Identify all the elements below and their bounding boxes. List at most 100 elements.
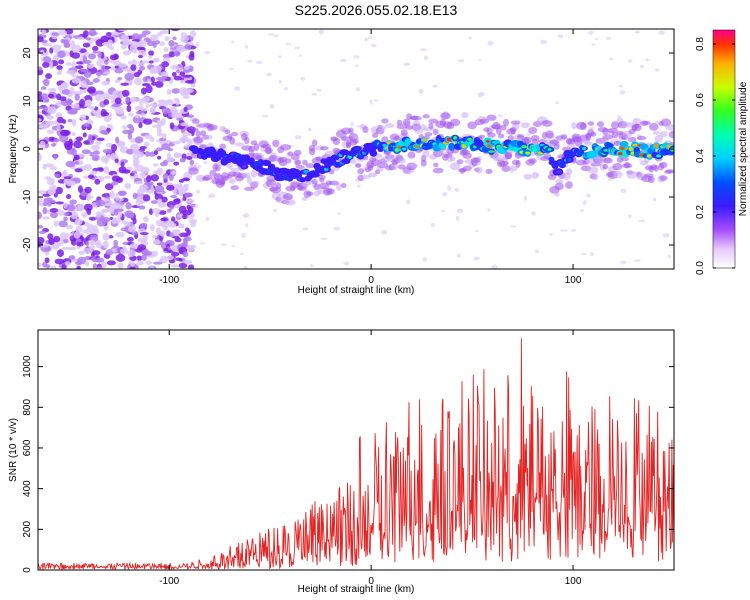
noise-blob (49, 208, 59, 213)
ridge-halo (485, 168, 493, 174)
noise-blob (156, 32, 163, 37)
ridge-halo (653, 164, 659, 172)
ridge-halo (432, 128, 439, 136)
noise-blob (208, 194, 212, 199)
noise-blob (430, 222, 436, 228)
noise-blob (71, 74, 78, 78)
noise-blob (71, 118, 77, 127)
ridge-halo (433, 162, 439, 168)
noise-blob (618, 84, 623, 88)
noise-blob (110, 143, 118, 152)
noise-blob (442, 191, 448, 197)
ridge-core (588, 151, 598, 158)
ridge-halo (340, 182, 347, 189)
ridge-halo (589, 131, 597, 137)
noise-blob (101, 65, 106, 73)
ridge-halo (298, 186, 307, 191)
noise-blob (285, 42, 292, 46)
noise-blob (150, 250, 159, 257)
ridge-halo (422, 149, 430, 158)
noise-blob (117, 262, 124, 269)
snr-x-ticks: -100 0 100 (159, 330, 582, 587)
ridge-halo (219, 143, 226, 149)
noise-blob (298, 54, 302, 57)
noise-blob (136, 255, 143, 261)
noise-blob (51, 44, 62, 51)
ridge-peak (670, 147, 674, 152)
noise-blob (182, 239, 188, 247)
ridge-halo (224, 129, 231, 135)
ridge-halo (352, 139, 359, 144)
ridge-core (576, 149, 585, 156)
noise-blob (166, 208, 172, 213)
noise-blob (124, 183, 132, 190)
noise-blob (46, 115, 54, 120)
noise-blob (134, 136, 144, 144)
noise-blob (356, 184, 361, 188)
noise-blob (619, 260, 627, 265)
noise-blob (75, 225, 83, 233)
ridge-halo (272, 139, 280, 148)
noise-blob (182, 251, 189, 258)
noise-blob (137, 151, 145, 158)
noise-blob (273, 34, 279, 38)
ridge-halo (311, 178, 318, 185)
noise-blob (173, 204, 181, 209)
ridge-halo (328, 180, 340, 186)
noise-blob (127, 60, 132, 65)
noise-blob (150, 76, 155, 83)
noise-blob (122, 125, 127, 130)
noise-blob (128, 112, 134, 117)
noise-blob (627, 59, 633, 63)
noise-blob (170, 29, 180, 32)
noise-blob (422, 257, 427, 262)
noise-blob (137, 61, 145, 68)
ridge-peak (559, 163, 566, 167)
y-tick-label: 1000 (22, 355, 33, 378)
noise-blob (620, 188, 627, 194)
noise-blob (180, 122, 189, 127)
noise-blob (149, 106, 157, 114)
noise-blob (88, 105, 96, 110)
noise-blob (103, 99, 110, 106)
noise-blob (51, 143, 56, 147)
noise-blob (102, 240, 110, 249)
noise-blob (634, 30, 641, 34)
noise-blob (540, 39, 548, 45)
ridge-halo (498, 160, 509, 167)
noise-blob (91, 154, 100, 162)
noise-blob (55, 186, 63, 195)
noise-blob (95, 211, 102, 218)
noise-blob (84, 261, 90, 267)
noise-blob (432, 84, 439, 88)
noise-blob (42, 106, 49, 111)
noise-blob (38, 211, 43, 220)
ridge-halo (602, 157, 613, 164)
noise-blob (531, 211, 536, 216)
noise-blob (89, 239, 96, 246)
noise-blob (194, 204, 199, 209)
ridge-halo (213, 173, 222, 181)
noise-blob (157, 99, 167, 104)
x-tick-label: 0 (368, 275, 374, 286)
noise-blob (113, 208, 119, 216)
noise-blob (85, 241, 90, 246)
noise-blob (115, 177, 124, 183)
noise-blob (113, 239, 119, 248)
ridge-halo (253, 143, 260, 151)
ridge-halo (652, 130, 660, 135)
noise-blob (85, 99, 93, 106)
noise-blob (594, 37, 599, 40)
noise-blob (184, 44, 192, 50)
ridge-halo (195, 130, 201, 139)
ridge-halo (255, 154, 263, 161)
noise-blob (69, 40, 76, 49)
ridge-halo (368, 172, 378, 178)
noise-blob (652, 197, 657, 202)
noise-blob (45, 73, 52, 79)
ridge-halo (554, 192, 560, 197)
noise-blob (106, 154, 112, 159)
noise-blob (169, 232, 174, 238)
ridge-halo (613, 140, 622, 147)
ridge-peak (354, 146, 360, 150)
